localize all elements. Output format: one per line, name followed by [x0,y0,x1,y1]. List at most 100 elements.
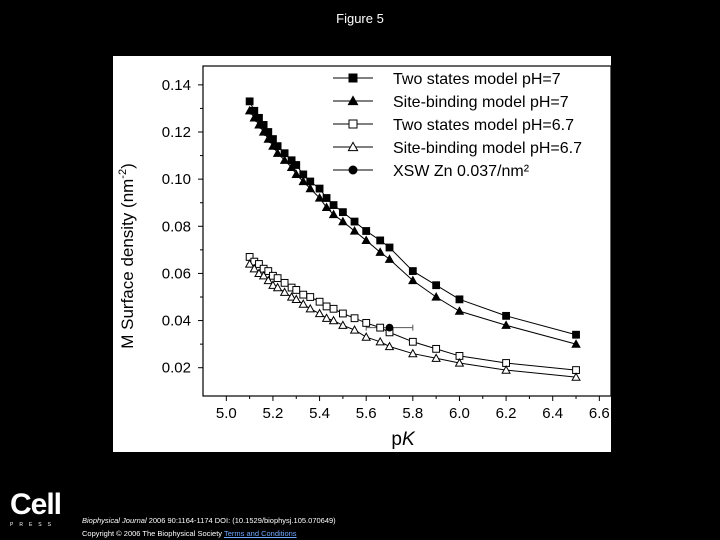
data-point [254,119,264,129]
data-point [329,201,338,209]
y-tick-label: 0.04 [162,313,191,330]
data-point [375,336,385,346]
x-tick-label: 6.6 [589,405,610,422]
data-point [385,243,394,252]
citation: Biophysical Journal 2006 90:1164-1174 DO… [82,514,336,540]
y-tick-label: 0.06 [162,265,191,282]
data-point [350,217,359,226]
x-tick-label: 5.2 [263,405,284,422]
data-point [349,226,360,235]
data-point [408,348,418,358]
data-point [264,267,273,275]
data-point [361,235,371,245]
data-point [571,372,581,381]
figure-title: Figure 5 [336,11,384,26]
data-point [305,183,316,193]
data-point [362,319,371,327]
chart-panel: 5.0 5.2 5.4 5.6 5.8 6.0 6.2 6.4 6.6 0.02 0.04 0.06 0… [113,56,611,452]
legend-marker [348,73,358,83]
logo-word: Cell [10,488,62,521]
data-point [455,295,464,304]
journal-name: Biophysical Journal [82,516,147,525]
data-point [306,293,315,301]
data-point [291,294,302,303]
y-tick-label: 0.10 [162,171,191,188]
data-point [268,141,278,150]
x-axis-label: pK [391,429,416,450]
data-point [245,97,254,106]
data-point [314,193,325,202]
data-point [362,227,371,235]
x-tick-label: 5.8 [402,405,423,422]
data-point [314,308,325,318]
data-point [384,341,395,351]
cell-press-logo: Cell PRESS [10,488,62,529]
data-point [286,292,297,301]
legend-label: Two states model pH=6.7 [393,117,574,134]
data-point [384,254,395,263]
data-point [408,337,417,346]
data-point [338,208,347,217]
copyright-text: Copyright © 2006 The Biophysical Society [82,529,223,538]
data-point [571,339,581,348]
data-point [286,162,297,171]
data-point [263,134,274,143]
data-point [279,287,290,296]
data-point [502,311,510,320]
data-point [338,320,348,329]
data-point [255,260,263,268]
data-point [321,313,332,322]
data-point [291,169,302,179]
copyright-line: Copyright © 2006 The Biophysical Society… [82,527,336,540]
logo-sub: PRESS [10,522,57,528]
data-point [350,314,359,323]
data-point [298,176,309,186]
data-point [501,320,511,329]
data-point [572,330,580,339]
data-point [299,290,308,299]
data-point [338,309,347,318]
citation-details: 2006 90:1164-1174 DOI: (10.1529/biophysj… [148,516,336,525]
data-point [322,302,331,311]
data-point [432,281,441,290]
data-point [263,275,274,285]
data-point [431,353,441,362]
y-axis-label: M Surface density (nm-2) [117,163,137,349]
data-point [454,306,465,315]
legend-marker [347,95,359,106]
data-point [501,365,511,374]
y-tick-label: 0.12 [162,124,191,141]
legend: Two states model pH=7 Site-binding model … [333,71,582,180]
data-point [258,127,269,136]
data-point [385,323,394,332]
data-point [254,268,264,278]
data-point [279,155,290,164]
data-point [329,304,338,313]
data-point [321,202,332,212]
legend-marker [348,165,358,175]
legend-label: Site-binding model pH=6.7 [393,140,582,157]
data-point [328,315,339,325]
data-point [454,358,465,367]
legend-marker [348,119,358,129]
terms-link[interactable]: Terms and Conditions [224,529,297,538]
axes-group: 5.0 5.2 5.4 5.6 5.8 6.0 6.2 6.4 6.6 0.02 0.04 0.06 0… [162,65,611,422]
data-point [322,194,331,202]
data-point [376,323,385,332]
y-tick-label: 0.02 [162,360,191,377]
x-tick-label: 5.6 [356,405,377,422]
data-point [292,286,301,294]
data-point [244,259,255,268]
data-point [408,267,417,275]
chart: 5.0 5.2 5.4 5.6 5.8 6.0 6.2 6.4 6.6 0.02 0.04 0.06 0… [117,65,611,450]
data-point [376,236,385,245]
legend-marker [347,141,359,152]
data-point [349,325,360,334]
data-point [258,270,269,280]
citation-line: Biophysical Journal 2006 90:1164-1174 DO… [82,514,336,527]
data-point [432,344,441,353]
series-markers [244,97,581,381]
data-point [408,275,418,285]
data-point [338,216,348,226]
data-point [375,247,385,256]
